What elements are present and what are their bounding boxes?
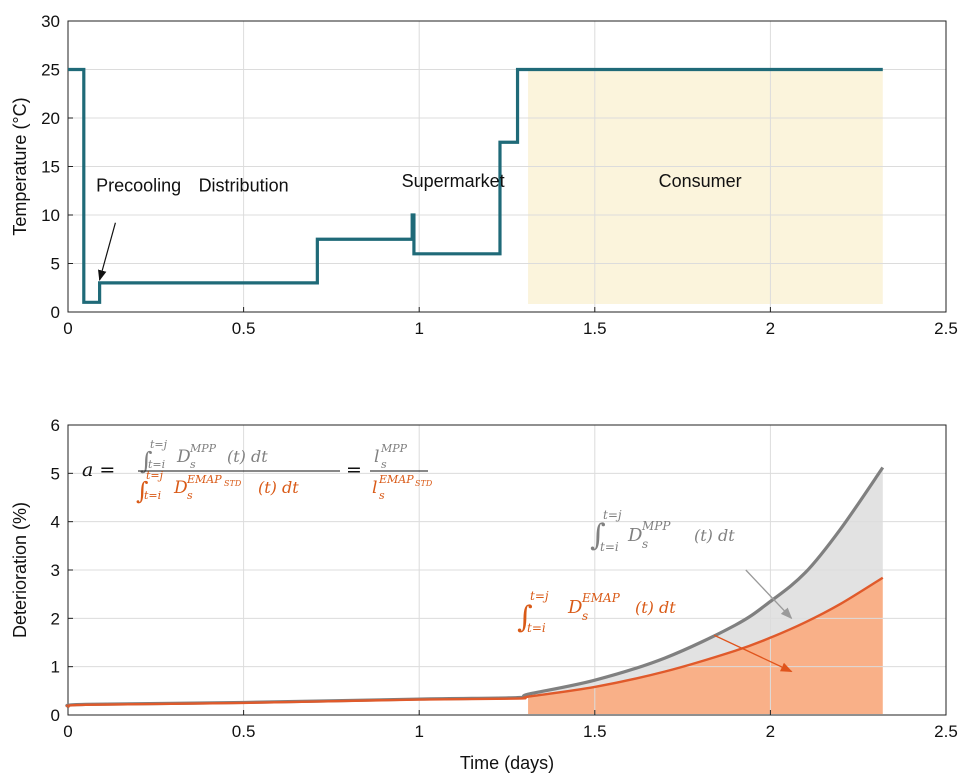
- y-tick-label: 3: [51, 561, 60, 580]
- annotation-precooling: Precooling: [96, 176, 181, 196]
- formula-num-sup: MPP: [189, 442, 217, 455]
- precooling-arrow: [98, 222, 116, 282]
- formula-den-tail: (t) dt: [258, 478, 299, 497]
- temperature-tick-labels: 0 0.5 1 1.5 2 2.5 0 5 10 15 20 25 30: [41, 12, 958, 338]
- formula-den2-sub: s: [379, 489, 385, 502]
- deterioration-chart: 0 0.5 1 1.5 2 2.5 0 1 2 3 4 5 6 Deterioration (%) Ti…: [10, 416, 958, 773]
- formula-num-lower: t=i: [148, 458, 165, 471]
- mpp-arrow: [745, 569, 793, 620]
- formula-num-tail: (t) dt: [227, 447, 268, 466]
- temperature-axes-frame: [67, 20, 947, 313]
- y-tick-label: 20: [41, 109, 60, 128]
- emap-area-fill: [528, 577, 883, 714]
- x-tick-label: 0: [63, 722, 72, 741]
- x-tick-label: 2: [766, 722, 775, 741]
- mpp-integral-upper: t=j: [603, 508, 622, 522]
- time-x-axis-label: Time (days): [460, 753, 554, 773]
- formula-den-sub: s: [187, 489, 193, 502]
- deterioration-tick-labels: 0 0.5 1 1.5 2 2.5 0 1 2 3 4 5 6: [51, 416, 958, 741]
- y-tick-label: 5: [51, 464, 60, 483]
- y-tick-label: 30: [41, 12, 60, 31]
- formula-den-upper: t=j: [146, 469, 164, 482]
- y-tick-label: 4: [51, 513, 60, 532]
- formula-num2-sup: MPP: [380, 442, 408, 455]
- y-tick-label: 0: [51, 303, 60, 322]
- y-tick-label: 0: [51, 706, 60, 725]
- formula-den-sup: EMAP: [186, 473, 222, 486]
- mpp-integral-lower: t=i: [600, 540, 619, 554]
- x-tick-label: 2.5: [934, 319, 958, 338]
- x-tick-label: 1.5: [583, 722, 607, 741]
- annotation-distribution: Distribution: [199, 176, 289, 196]
- mpp-integral-sub: s: [642, 537, 648, 551]
- deterioration-y-axis-label: Deterioration (%): [10, 502, 30, 638]
- formula-den-integral: ∫: [136, 477, 149, 505]
- x-tick-label: 0: [63, 319, 72, 338]
- emap-arrow: [713, 634, 793, 673]
- formula-den-sup-sub: STD: [224, 479, 242, 488]
- formula-den-body: D: [173, 478, 188, 498]
- emap-integral-body: D: [567, 597, 583, 618]
- x-tick-label: 0.5: [232, 319, 256, 338]
- annotation-consumer: Consumer: [659, 171, 742, 191]
- formula-den-lower: t=i: [144, 489, 161, 502]
- mpp-integral-body: D: [627, 525, 643, 546]
- emap-integral-lower: t=i: [527, 621, 546, 635]
- emap-integral-symbol: ∫: [517, 600, 533, 635]
- formula-den2-sup: EMAP: [378, 473, 414, 486]
- temperature-chart: 0 0.5 1 1.5 2 2.5 0 5 10 15 20 25 30 Temperature (°C…: [10, 12, 958, 338]
- consumer-region: [528, 69, 883, 304]
- x-tick-label: 1: [414, 319, 423, 338]
- x-tick-label: 0.5: [232, 722, 256, 741]
- formula-num2-sub: s: [381, 458, 387, 471]
- emap-series-line: [65, 576, 884, 708]
- mpp-integral-tail: (t) dt: [694, 526, 735, 545]
- temperature-series-line: [68, 67, 883, 304]
- y-tick-label: 1: [51, 658, 60, 677]
- emap-integral-label: ∫ t=j t=i D s EMAP (t) dt: [517, 589, 676, 635]
- formula-eq2: =: [346, 459, 362, 481]
- y-tick-label: 15: [41, 158, 60, 177]
- formula-num-integral: ∫: [140, 447, 153, 475]
- formula-den2-sup-sub: STD: [415, 479, 433, 488]
- formula-num-body: D: [176, 447, 191, 467]
- formula-num-upper: t=j: [150, 438, 168, 451]
- temperature-y-axis-label: Temperature (°C): [10, 97, 30, 235]
- y-tick-label: 25: [41, 61, 60, 80]
- y-tick-label: 6: [51, 416, 60, 435]
- deterioration-axes-frame: [67, 424, 947, 716]
- emap-integral-tail: (t) dt: [635, 598, 676, 617]
- emap-integral-sub: s: [582, 609, 588, 623]
- formula-den2-body: l: [372, 478, 377, 498]
- mpp-integral-symbol: ∫: [590, 518, 606, 553]
- y-tick-label: 2: [51, 609, 60, 628]
- annotation-supermarket: Supermarket: [402, 171, 505, 191]
- mpp-integral-label: ∫ t=j t=i D s MPP (t) dt: [590, 508, 735, 554]
- mpp-integral-sup: MPP: [641, 519, 671, 533]
- ratio-formula: a = ∫ t=j t=i D s MPP (t) dt ∫ t=j t=i D…: [82, 438, 433, 505]
- y-tick-label: 10: [41, 206, 60, 225]
- x-tick-label: 2.5: [934, 722, 958, 741]
- x-tick-label: 1: [414, 722, 423, 741]
- mpp-area-fill: [528, 467, 883, 697]
- emap-integral-upper: t=j: [530, 589, 549, 603]
- formula-num2-body: l: [374, 447, 379, 467]
- x-tick-label: 1.5: [583, 319, 607, 338]
- formula-num-sub: s: [190, 458, 196, 471]
- formula-lhs: a =: [82, 459, 115, 481]
- y-tick-label: 5: [51, 255, 60, 274]
- x-tick-label: 2: [766, 319, 775, 338]
- emap-integral-sup: EMAP: [581, 591, 621, 605]
